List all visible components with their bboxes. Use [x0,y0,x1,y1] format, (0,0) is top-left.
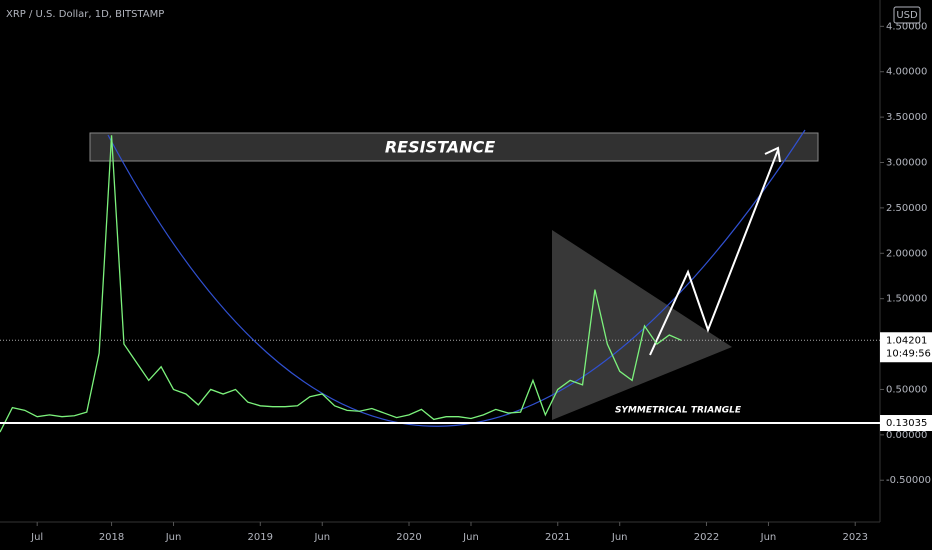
projection-arrow [649,149,779,356]
x-tick-label: 2022 [694,532,719,543]
x-tick-label: 2021 [545,532,570,543]
y-tick-label: 3.00000 [886,158,927,169]
x-tick-label: Jun [313,532,330,543]
x-tick-label: 2020 [396,532,421,543]
x-tick-label: Jul [30,532,43,543]
x-tick-label: Jun [611,532,628,543]
x-tick-label: Jun [165,532,182,543]
chart-title: XRP / U.S. Dollar, 1D, BITSTAMP [6,9,164,20]
y-tick-label: 3.50000 [886,112,927,123]
x-tick-label: Jun [760,532,777,543]
x-tick-label: 2019 [248,532,273,543]
cup-curve [107,129,806,427]
currency: USD [896,10,918,21]
x-tick-label: Jun [462,532,479,543]
support-price-label: 0.13035 [886,418,927,429]
y-tick-label: 4.50000 [886,21,927,32]
resistance-label: RESISTANCE [385,138,495,157]
y-tick-label: 4.00000 [886,67,927,78]
y-tick-label: 2.00000 [886,248,927,259]
x-tick-label: 2023 [842,532,867,543]
symmetrical-triangle [552,230,732,420]
price-line [0,135,682,433]
resistance-zone [89,132,819,162]
last-price-time: 10:49:56 [886,348,931,359]
last-price-box [880,332,932,363]
last-price-label: 1.04201 [886,335,927,346]
y-tick-label: 0.00000 [886,430,927,441]
currency-box [893,6,921,24]
y-tick-label: 2.50000 [886,203,927,214]
y-tick-label: -0.50000 [886,475,931,486]
x-tick-label: 2018 [99,532,124,543]
arrow-head [764,146,781,163]
support-price-box [880,415,932,432]
y-tick-label: 0.50000 [886,384,927,395]
triangle-label: SYMMETRICAL TRIANGLE [615,406,742,416]
y-tick-label: 1.50000 [886,294,927,305]
